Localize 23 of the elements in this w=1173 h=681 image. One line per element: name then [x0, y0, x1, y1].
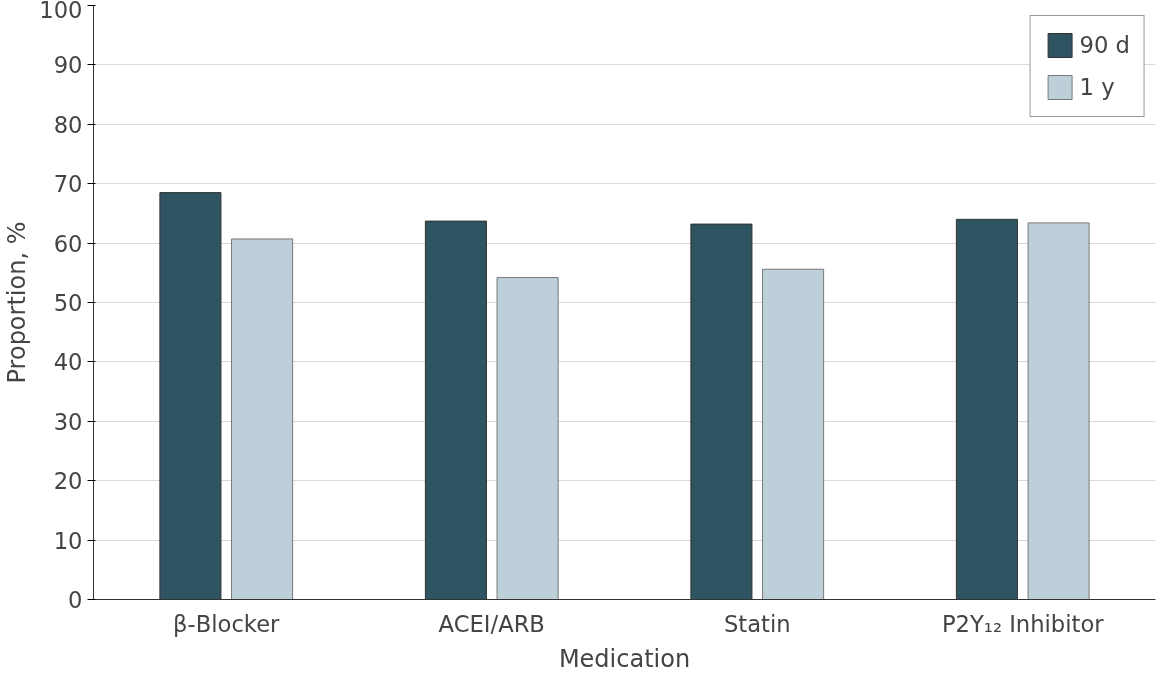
y-tick-label: 0: [68, 587, 83, 613]
x-tick-label: P2Y₁₂ Inhibitor: [941, 610, 1105, 637]
bar: [1027, 222, 1090, 600]
y-tick-label: 40: [53, 349, 83, 376]
bar: [762, 268, 825, 600]
y-tick-label: 100: [39, 0, 83, 23]
y-axis-title: Proportion, %: [3, 221, 32, 384]
x-axis-title: Medication: [558, 644, 691, 673]
y-tick-label: 70: [53, 171, 83, 198]
bar: [496, 277, 559, 600]
bar: [231, 238, 294, 600]
y-tick-label: 10: [53, 527, 83, 554]
y-tick-label: 90: [53, 52, 83, 79]
y-tick-label: 50: [53, 290, 83, 316]
y-tick-label: 30: [53, 408, 83, 435]
x-tick-label: Statin: [723, 610, 791, 637]
x-tick-label: ACEI/ARB: [438, 610, 545, 637]
x-tick-label: β-Blocker: [173, 610, 281, 637]
y-tick-label: 20: [53, 468, 83, 495]
legend-label: 90 d: [1079, 32, 1130, 58]
legend-label: 1 y: [1079, 74, 1115, 100]
y-tick-label: 60: [53, 230, 83, 257]
y-tick-label: 80: [53, 111, 83, 138]
